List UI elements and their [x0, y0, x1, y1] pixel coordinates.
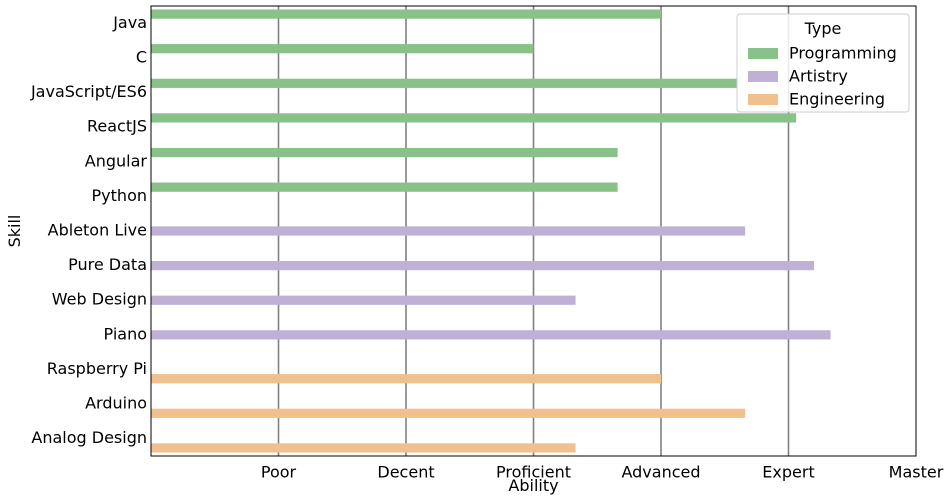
y-tick-label: JavaScript/ES6: [30, 82, 147, 101]
bars: [151, 9, 831, 453]
legend-title: Type: [804, 19, 842, 38]
x-tick-label: Decent: [377, 463, 434, 482]
y-tick-label: Analog Design: [31, 428, 147, 447]
y-tick-label: C: [136, 47, 147, 66]
y-tick-label: ReactJS: [87, 117, 147, 136]
legend-swatch-artistry: [748, 71, 778, 82]
x-axis-label: Ability: [508, 476, 558, 495]
legend-items: Programming Artistry Engineering: [748, 44, 897, 109]
x-tick-label: Expert: [762, 463, 814, 482]
x-tick-labels: Poor Decent Proficient Advanced Expert Master: [261, 463, 944, 482]
bar-engineering-12: [151, 443, 576, 453]
plot-frame: [150, 5, 917, 457]
bar-programming-5: [151, 182, 618, 192]
y-tick-label: Raspberry Pi: [47, 359, 147, 378]
bar-artistry-8: [151, 295, 576, 305]
y-tick-label: Angular: [85, 151, 148, 170]
x-tick-label: Master: [889, 463, 944, 482]
bar-artistry-9: [151, 330, 831, 340]
bar-engineering-11: [151, 408, 746, 418]
x-tick-label: Proficient: [496, 463, 571, 482]
y-tick-label: Python: [92, 186, 147, 205]
legend-swatch-programming: [748, 48, 778, 59]
bar-programming-3: [151, 113, 797, 123]
y-axis-label: Skill: [5, 215, 24, 248]
y-tick-label: Java: [112, 13, 147, 32]
y-tick-label: Pure Data: [68, 255, 147, 274]
legend: Type Programming Artistry Engineering: [736, 13, 910, 113]
y-tick-label: Ableton Live: [48, 221, 147, 240]
y-tick-labels: Java C JavaScript/ES6 ReactJS Angular Python A…: [30, 13, 147, 447]
legend-label-artistry: Artistry: [789, 67, 848, 86]
y-tick-label: Piano: [104, 324, 147, 343]
legend-swatch-engineering: [748, 94, 778, 105]
bar-programming-2: [151, 78, 738, 88]
bar-artistry-7: [151, 261, 814, 271]
bar-artistry-6: [151, 226, 746, 236]
bar-programming-4: [151, 147, 618, 158]
bar-programming-1: [151, 44, 534, 54]
bar-engineering-10: [151, 374, 661, 384]
bar-programming-0: [151, 9, 661, 19]
x-tick-label: Poor: [261, 463, 297, 482]
legend-box: [736, 13, 910, 113]
y-tick-label: Arduino: [85, 394, 147, 413]
x-tick-label: Advanced: [621, 463, 700, 482]
legend-label-engineering: Engineering: [789, 90, 885, 109]
y-tick-label: Web Design: [52, 290, 147, 309]
legend-label-programming: Programming: [789, 44, 897, 63]
